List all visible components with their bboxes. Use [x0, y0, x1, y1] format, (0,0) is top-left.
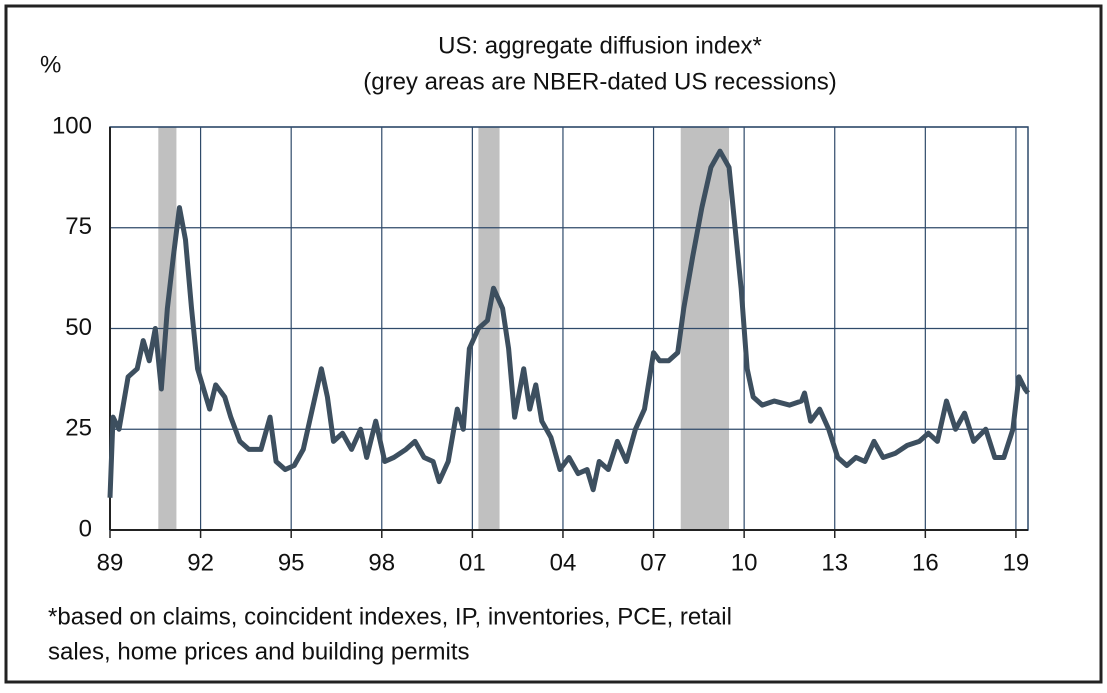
footnote: sales, home prices and building permits	[48, 638, 470, 665]
x-tick-label: 98	[368, 549, 395, 576]
y-tick-label: 50	[65, 314, 92, 341]
data-line	[107, 148, 1031, 498]
frame	[4, 4, 1103, 684]
y-axis-label: %	[40, 51, 61, 78]
x-tick-label: 16	[912, 549, 939, 576]
y-tick-label: 25	[65, 415, 92, 442]
x-tick-label: 13	[821, 549, 848, 576]
x-tick-label: 04	[550, 549, 577, 576]
x-tick-label: 95	[278, 549, 305, 576]
y-tick-label: 0	[79, 515, 92, 542]
x-tick-label: 19	[1003, 549, 1030, 576]
x-tick-label: 07	[640, 549, 667, 576]
y-tick-label: 100	[52, 112, 92, 139]
chart-subtitle: (grey areas are NBER-dated US recessions…	[363, 68, 837, 95]
x-tick-label: 92	[187, 549, 214, 576]
x-tick-label: 01	[459, 549, 486, 576]
y-tick-label: 75	[65, 213, 92, 240]
x-tick-label: 89	[97, 549, 124, 576]
chart-title: US: aggregate diffusion index*	[438, 32, 762, 59]
footnote: *based on claims, coincident indexes, IP…	[48, 603, 732, 630]
x-tick-label: 10	[731, 549, 758, 576]
